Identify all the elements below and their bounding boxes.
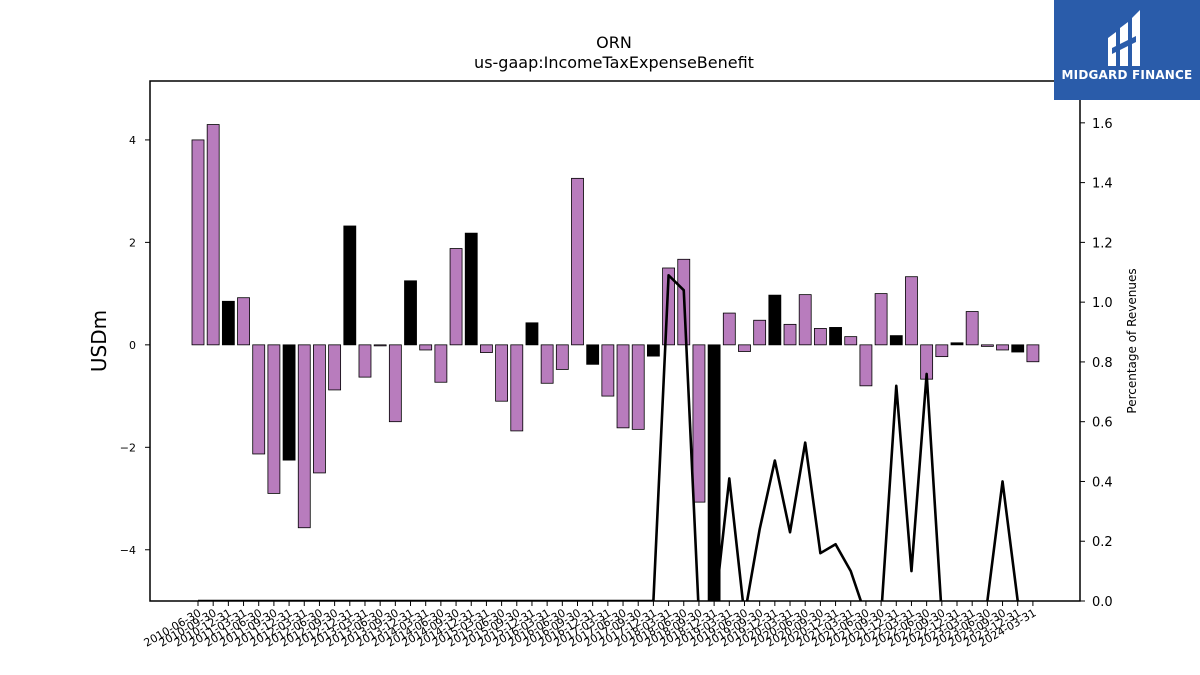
bar bbox=[950, 342, 964, 346]
bar bbox=[555, 344, 569, 370]
bar bbox=[252, 344, 266, 455]
brand-logo-text: MIDGARD FINANCE bbox=[1061, 68, 1193, 82]
bar bbox=[267, 344, 281, 494]
y2-tick-label: 1.4 bbox=[1092, 177, 1113, 192]
bar bbox=[373, 344, 387, 347]
y-tick-label: −4 bbox=[120, 544, 136, 557]
bar bbox=[798, 294, 812, 346]
bar bbox=[282, 344, 296, 461]
bar bbox=[738, 344, 751, 352]
bar bbox=[1011, 344, 1025, 353]
bar bbox=[1026, 344, 1040, 363]
bar bbox=[434, 344, 448, 383]
brand-logo: MIDGARD FINANCE bbox=[1054, 0, 1200, 100]
bar bbox=[419, 344, 433, 351]
bar bbox=[480, 344, 493, 353]
bar bbox=[844, 336, 858, 346]
bar bbox=[753, 319, 767, 346]
midgard-logo-icon bbox=[1108, 10, 1140, 66]
bar bbox=[586, 344, 600, 365]
bar bbox=[510, 344, 524, 432]
y-tick-label: 0 bbox=[129, 339, 136, 352]
bar bbox=[859, 344, 873, 387]
bar bbox=[601, 344, 615, 397]
bar bbox=[191, 139, 205, 346]
bar bbox=[206, 124, 220, 346]
y2-tick-label: 1.6 bbox=[1092, 117, 1113, 132]
bar bbox=[889, 335, 903, 346]
bar bbox=[297, 344, 311, 529]
bar bbox=[540, 344, 554, 384]
bar bbox=[343, 225, 357, 346]
bar bbox=[905, 276, 918, 346]
y2-tick-label: 0.0 bbox=[1092, 595, 1113, 610]
y2-tick-label: 0.6 bbox=[1092, 416, 1113, 431]
y2-tick-label: 1.0 bbox=[1092, 296, 1113, 311]
bar bbox=[464, 232, 478, 346]
bar bbox=[996, 344, 1009, 351]
bar bbox=[313, 344, 326, 474]
bar bbox=[980, 344, 994, 347]
bar bbox=[358, 344, 372, 378]
bar bbox=[874, 293, 888, 346]
bar bbox=[631, 344, 645, 430]
y-tick-label: 2 bbox=[129, 236, 136, 249]
bar bbox=[829, 327, 842, 346]
bar bbox=[449, 248, 463, 346]
bar bbox=[221, 300, 235, 346]
y2-tick-label: 1.2 bbox=[1092, 236, 1113, 251]
bar bbox=[722, 312, 736, 346]
chart-title: ORN bbox=[596, 33, 632, 52]
bar bbox=[616, 344, 630, 429]
bar bbox=[404, 280, 417, 346]
y2-tick-label: 0.4 bbox=[1092, 475, 1113, 490]
bar bbox=[707, 344, 721, 602]
bar bbox=[813, 328, 827, 346]
y2-tick-label: 0.2 bbox=[1092, 535, 1113, 550]
bar bbox=[783, 323, 797, 346]
chart-subtitle: us-gaap:IncomeTaxExpenseBenefit bbox=[474, 53, 754, 72]
y-tick-label: −2 bbox=[120, 441, 136, 454]
y2-axis-label: Percentage of Revenues bbox=[1125, 268, 1139, 413]
bar bbox=[935, 344, 949, 358]
bar bbox=[571, 177, 584, 346]
bar bbox=[237, 297, 250, 346]
y-tick-label: 4 bbox=[129, 134, 136, 147]
plot-frame bbox=[149, 80, 1081, 602]
y2-axis: 0.0 0.2 0.4 0.6 0.8 1.0 1.2 1.4 1.6 bbox=[1080, 117, 1113, 610]
y-axis: −4 −2 0 2 4 bbox=[120, 134, 150, 557]
bar bbox=[525, 322, 539, 346]
bar bbox=[692, 344, 706, 503]
y2-tick-label: 0.8 bbox=[1092, 356, 1113, 371]
y-axis-label: USDm bbox=[87, 310, 111, 372]
bar bbox=[388, 344, 402, 423]
bar-group bbox=[191, 124, 1040, 602]
bar bbox=[768, 294, 782, 346]
bar bbox=[965, 311, 979, 346]
bar bbox=[495, 344, 509, 402]
bar bbox=[328, 344, 342, 391]
bar bbox=[647, 344, 660, 357]
x-axis: 2010-06-302010-09-302010-12-312011-03-31… bbox=[142, 601, 1038, 650]
